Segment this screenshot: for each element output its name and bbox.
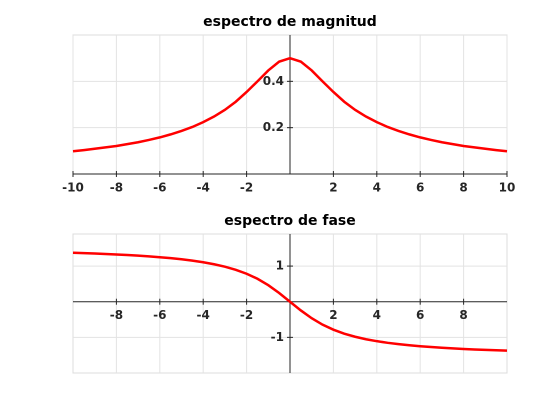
x-tick-label: 8 (459, 181, 467, 195)
y-tick-label: 0.4 (263, 74, 284, 88)
x-tick-label: -10 (62, 181, 84, 195)
x-tick-label: -6 (153, 181, 166, 195)
x-tick-label: -4 (197, 308, 210, 322)
x-tick-label: -8 (110, 181, 123, 195)
x-tick-label: 2 (329, 181, 337, 195)
x-tick-label: 4 (373, 308, 381, 322)
x-tick-label: -2 (240, 308, 253, 322)
x-tick-label: 6 (416, 181, 424, 195)
chart-title: espectro de fase (224, 213, 356, 229)
curve (72, 56, 508, 153)
curve (72, 251, 508, 352)
x-tick-label: 10 (499, 181, 516, 195)
x-tick-label: 4 (373, 181, 381, 195)
x-tick-label: -4 (197, 181, 210, 195)
x-tick-label: -6 (153, 308, 166, 322)
y-tick-label: 0.2 (263, 120, 284, 134)
x-tick-label: -2 (240, 181, 253, 195)
chart-title: espectro de magnitud (203, 14, 377, 30)
x-tick-label: 6 (416, 308, 424, 322)
x-tick-label: 8 (459, 308, 467, 322)
y-tick-label: 1 (276, 259, 284, 273)
y-tick-label: -1 (271, 330, 284, 344)
x-tick-label: -8 (110, 308, 123, 322)
x-tick-label: 2 (329, 308, 337, 322)
